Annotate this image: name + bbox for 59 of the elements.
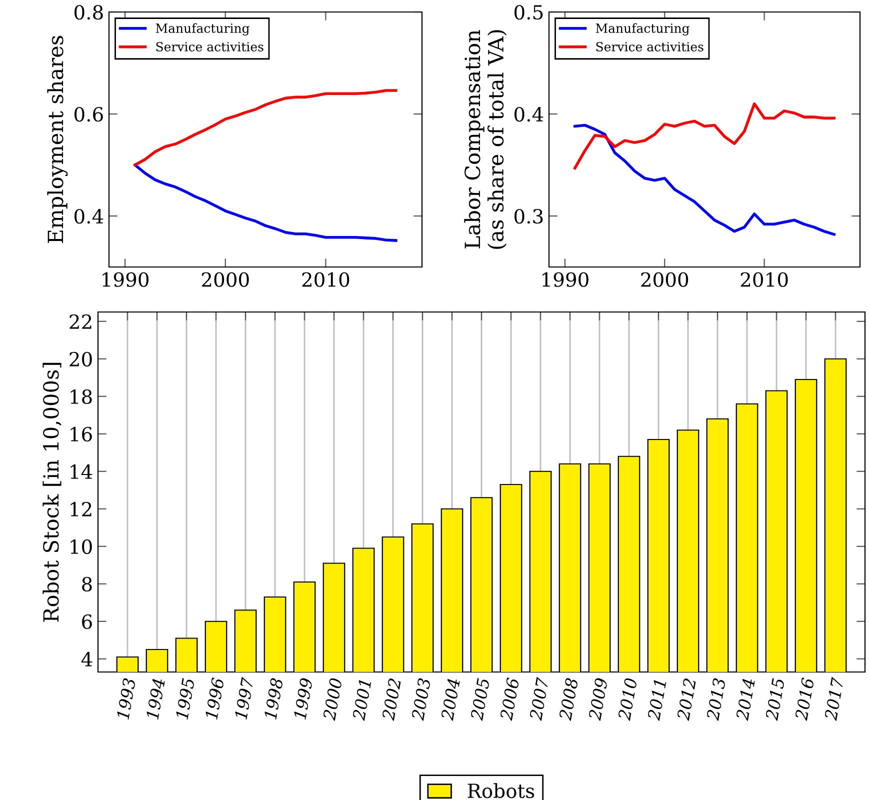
y-tick-label: 0.3 bbox=[514, 208, 543, 224]
x-tick-label: 2000 bbox=[202, 272, 249, 287]
x-tick-label: 1990 bbox=[102, 272, 148, 287]
y-tick-label: 20 bbox=[70, 352, 92, 367]
x-tick-label: 2007 bbox=[529, 676, 549, 721]
y-tick-label: 18 bbox=[70, 389, 92, 404]
line-series bbox=[574, 124, 836, 236]
y-tick-label: 0.8 bbox=[74, 4, 103, 20]
x-tick-label: 2015 bbox=[765, 678, 785, 721]
x-tick-label: 2005 bbox=[470, 678, 490, 721]
x-tick-label: 2006 bbox=[500, 677, 520, 721]
y-tick-label: 8 bbox=[82, 576, 92, 592]
x-tick-label: 2010 bbox=[302, 272, 350, 287]
legend-label: Manufacturing bbox=[596, 23, 690, 36]
line-series bbox=[574, 102, 836, 170]
legend-label: Manufacturing bbox=[156, 23, 250, 36]
x-tick-label: 2011 bbox=[647, 680, 666, 721]
y-tick-label: 0.4 bbox=[514, 106, 544, 122]
y-tick-label: 4 bbox=[81, 652, 92, 666]
line-series bbox=[134, 164, 398, 242]
y-tick-label: 0.6 bbox=[74, 106, 103, 122]
y-tick-label: 0.5 bbox=[514, 4, 543, 20]
x-tick-label: 2003 bbox=[411, 678, 431, 721]
x-tick-label: 2008 bbox=[558, 678, 578, 721]
x-tick-label: 1997 bbox=[234, 676, 254, 720]
line-series bbox=[134, 89, 398, 166]
y-axis-title: Robot Stock [in 10,000s] bbox=[42, 362, 62, 622]
x-tick-label: 1995 bbox=[175, 678, 195, 720]
y-axis-title: Employment shares bbox=[47, 36, 68, 243]
x-tick-label: 2012 bbox=[676, 678, 696, 721]
x-tick-label: 2009 bbox=[588, 678, 608, 721]
x-tick-label: 1998 bbox=[264, 678, 284, 720]
x-tick-label: 1993 bbox=[116, 678, 136, 720]
x-tick-label: 2014 bbox=[736, 678, 756, 721]
x-tick-label: 2016 bbox=[794, 677, 814, 721]
y-tick-label: 12 bbox=[70, 502, 92, 516]
y-tick-label: 0.4 bbox=[74, 208, 104, 224]
y-tick-label: 14 bbox=[70, 464, 92, 479]
y-tick-label: 10 bbox=[70, 539, 92, 554]
legend-label: Service activities bbox=[156, 42, 264, 52]
legend-label: Service activities bbox=[596, 42, 704, 52]
x-tick-label: 2017 bbox=[824, 676, 844, 721]
x-tick-label: 2002 bbox=[382, 678, 402, 721]
x-tick-label: 2010 bbox=[618, 678, 638, 721]
x-tick-label: 2000 bbox=[641, 272, 688, 287]
x-tick-label: 1999 bbox=[293, 678, 313, 720]
x-tick-label: 2013 bbox=[706, 678, 726, 721]
x-tick-label: 2001 bbox=[352, 680, 372, 721]
y-axis-title: Labor Compensation (as share of total VA) bbox=[464, 30, 507, 249]
y-tick-label: 16 bbox=[70, 426, 92, 442]
x-tick-label: 1996 bbox=[204, 677, 224, 720]
x-tick-label: 1994 bbox=[146, 678, 166, 720]
y-tick-label: 22 bbox=[70, 314, 92, 329]
legend-label: Robots bbox=[468, 783, 534, 798]
x-tick-label: 2010 bbox=[740, 272, 788, 287]
x-tick-label: 2000 bbox=[322, 678, 342, 721]
x-tick-label: 1990 bbox=[542, 272, 588, 287]
y-tick-label: 6 bbox=[82, 614, 92, 630]
x-tick-label: 2004 bbox=[440, 678, 460, 721]
